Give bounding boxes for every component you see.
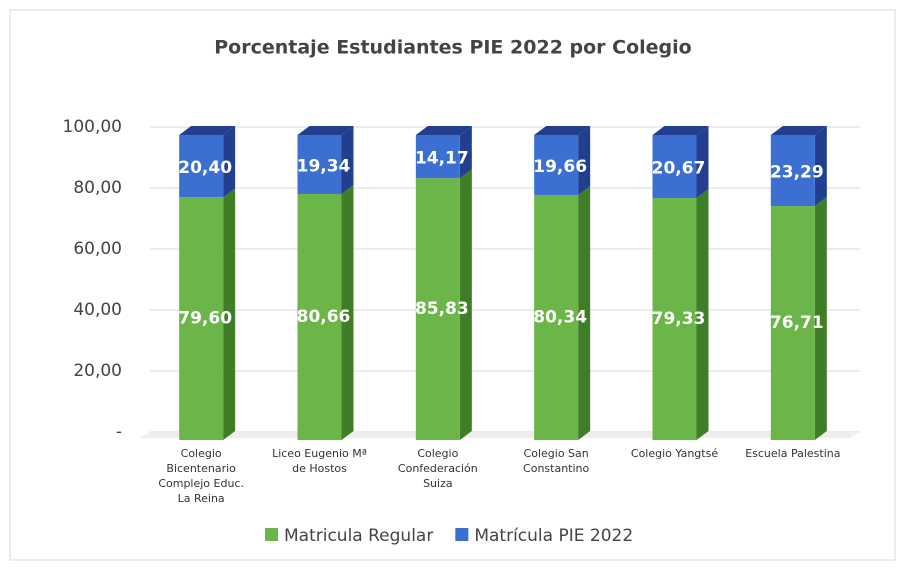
bar-segment: [770, 206, 815, 440]
data-label: 14,17: [415, 149, 469, 169]
bar-segment: [415, 178, 460, 440]
bar-side: [223, 126, 236, 198]
bar-segment: [179, 197, 224, 440]
data-label: 23,29: [770, 163, 824, 183]
bar-segment: [770, 135, 815, 207]
data-label: 80,66: [297, 307, 351, 327]
x-tick-label: Colegio Yangtsé: [630, 447, 719, 460]
data-label: 76,71: [770, 313, 824, 333]
y-tick-label: 20,00: [73, 361, 122, 381]
bar-side: [459, 169, 472, 440]
data-label: 20,67: [652, 159, 706, 179]
bar-top: [534, 126, 591, 135]
legend-label: Matricula Regular: [284, 526, 433, 546]
data-label: 19,66: [533, 157, 587, 177]
y-tick-label: 80,00: [73, 178, 122, 198]
bar-side: [341, 126, 354, 194]
bar-top: [652, 126, 709, 135]
bar-side: [578, 126, 591, 195]
x-tick-label: Colegio Bicentenario Complejo Educ. La R…: [158, 447, 244, 505]
data-label: 20,40: [178, 158, 232, 178]
bar-side: [223, 188, 236, 440]
floor: [140, 432, 860, 438]
x-tick-label: Liceo Eugenio Mª de Hostos: [272, 447, 367, 475]
x-tick-label: Colegio Confederación Suiza: [397, 447, 478, 490]
legend-swatch: [265, 528, 278, 541]
bar-side: [814, 126, 827, 207]
data-label: 79,33: [652, 309, 706, 329]
bar-segment: [652, 135, 697, 199]
bar-top: [770, 126, 827, 135]
bar-segment: [534, 135, 579, 195]
legend-label: Matrícula PIE 2022: [474, 526, 633, 546]
data-label: 80,34: [533, 307, 587, 327]
bar-top: [297, 126, 354, 135]
data-label: 19,34: [297, 156, 351, 176]
data-label: 85,83: [415, 299, 469, 319]
bar-side: [696, 189, 709, 440]
bar-segment: [179, 135, 224, 198]
bar-side: [696, 126, 709, 199]
y-tick-label: 100,00: [63, 117, 122, 137]
bar-side: [814, 197, 827, 440]
bar-side: [578, 185, 591, 440]
bar-top: [415, 126, 472, 135]
bar-top: [179, 126, 236, 135]
x-tick-label: Colegio San Constantino: [523, 447, 590, 475]
x-tick-label: Escuela Palestina: [745, 447, 841, 460]
bar-segment: [534, 194, 579, 440]
y-tick-label: 60,00: [73, 239, 122, 259]
bar-side: [459, 126, 472, 179]
legend-swatch: [455, 528, 469, 541]
chart-title: Porcentaje Estudiantes PIE 2022 por Cole…: [214, 37, 691, 59]
bar-segment: [297, 193, 342, 440]
bar-segment: [297, 135, 342, 194]
y-tick-label: 40,00: [73, 300, 122, 320]
bar-segment: [652, 198, 697, 440]
bar-segment: [415, 135, 460, 179]
bar-side: [341, 184, 354, 440]
y-tick-label: -: [116, 422, 122, 442]
data-label: 79,60: [178, 309, 232, 329]
